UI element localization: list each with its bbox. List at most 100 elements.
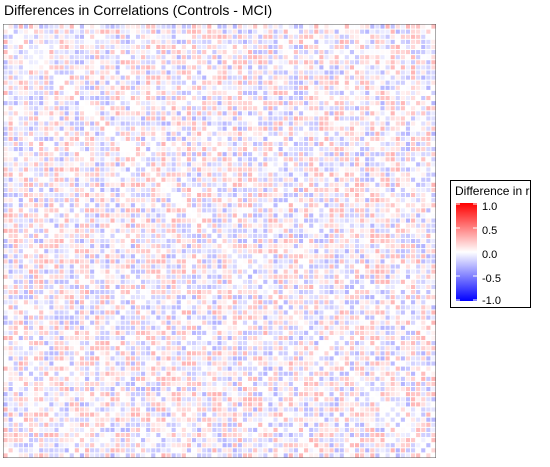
heatmap-cell <box>197 162 202 167</box>
heatmap-cell <box>232 65 237 70</box>
heatmap-cell <box>85 182 90 187</box>
heatmap-cell <box>207 182 212 187</box>
heatmap-cell <box>85 116 90 121</box>
heatmap-cell <box>202 34 207 39</box>
heatmap-cell <box>39 320 44 325</box>
heatmap-cell <box>258 244 263 249</box>
heatmap-cell <box>8 290 13 295</box>
heatmap-cell <box>181 60 186 65</box>
heatmap-cell <box>125 244 130 249</box>
heatmap-cell <box>59 254 64 259</box>
heatmap-cell <box>44 162 49 167</box>
heatmap-cell <box>171 39 176 44</box>
heatmap-cell <box>421 284 426 290</box>
heatmap-cell <box>59 269 64 274</box>
heatmap-cell <box>217 101 222 106</box>
heatmap-cell <box>39 60 44 65</box>
heatmap-cell <box>181 300 186 305</box>
heatmap-cell <box>105 249 110 254</box>
heatmap-cell <box>64 80 69 85</box>
heatmap-cell <box>100 111 105 116</box>
heatmap-cell <box>3 121 8 126</box>
heatmap-cell <box>324 85 329 90</box>
heatmap-cell <box>278 162 283 167</box>
heatmap-cell <box>8 279 13 284</box>
heatmap-cell <box>293 279 298 284</box>
heatmap-cell <box>166 141 171 147</box>
heatmap-cell <box>421 233 426 238</box>
heatmap-cell <box>100 34 105 39</box>
heatmap-cell <box>253 75 258 80</box>
heatmap-cell <box>161 228 166 233</box>
heatmap-cell <box>125 279 130 284</box>
heatmap-cell <box>13 29 18 34</box>
heatmap-cell <box>151 213 156 218</box>
heatmap-cell <box>207 157 212 162</box>
heatmap-cell <box>115 228 120 233</box>
heatmap-cell <box>3 259 8 264</box>
heatmap-cell <box>110 131 115 136</box>
heatmap-cell <box>273 44 278 50</box>
heatmap-cell <box>69 254 74 259</box>
heatmap-cell <box>13 101 18 106</box>
heatmap-cell <box>288 187 293 192</box>
heatmap-cell <box>370 126 375 131</box>
heatmap-cell <box>242 95 248 101</box>
heatmap-cell <box>268 249 273 254</box>
heatmap-cell <box>3 249 8 254</box>
heatmap-cell <box>202 295 207 300</box>
heatmap-cell <box>400 213 405 218</box>
heatmap-cell <box>197 126 202 131</box>
heatmap-cell <box>349 65 354 70</box>
heatmap-cell <box>349 315 354 320</box>
heatmap-cell <box>146 218 151 223</box>
heatmap-cell <box>28 39 34 44</box>
heatmap-cell <box>405 136 411 141</box>
heatmap-cell <box>141 284 146 290</box>
heatmap-cell <box>64 106 69 111</box>
heatmap-cell <box>319 249 324 254</box>
heatmap-cell <box>385 172 390 177</box>
heatmap-cell <box>212 223 217 228</box>
heatmap-cell <box>18 95 23 101</box>
heatmap-cell <box>283 121 288 126</box>
heatmap-cell <box>288 116 293 121</box>
heatmap-cell <box>202 218 207 223</box>
heatmap-cell <box>390 233 395 238</box>
heatmap-cell <box>64 24 69 29</box>
heatmap-cell <box>375 136 380 141</box>
heatmap-cell <box>263 269 268 274</box>
heatmap-cell <box>44 315 49 320</box>
heatmap-cell <box>18 182 23 187</box>
heatmap-cell <box>13 24 18 29</box>
heatmap-cell <box>64 218 69 223</box>
heatmap-cell <box>349 259 354 264</box>
heatmap-cell <box>390 213 395 218</box>
heatmap-cell <box>207 284 212 290</box>
heatmap-cell <box>217 131 222 136</box>
heatmap-cell <box>151 50 156 55</box>
heatmap-cell <box>34 295 39 300</box>
heatmap-cell <box>59 116 64 121</box>
heatmap-cell <box>411 244 416 249</box>
heatmap-cell <box>115 223 120 228</box>
heatmap-cell <box>370 157 375 162</box>
heatmap-cell <box>248 284 253 290</box>
heatmap-cell <box>44 50 49 55</box>
heatmap-cell <box>385 223 390 228</box>
heatmap-cell <box>85 233 90 238</box>
heatmap-cell <box>171 284 176 290</box>
heatmap-cell <box>171 60 176 65</box>
heatmap-cell <box>115 121 120 126</box>
heatmap-cell <box>161 295 166 300</box>
heatmap-cell <box>34 259 39 264</box>
heatmap-cell <box>375 218 380 223</box>
heatmap-cell <box>390 44 395 50</box>
heatmap-cell <box>431 157 436 162</box>
heatmap-cell <box>365 141 370 147</box>
heatmap-cell <box>354 310 360 315</box>
heatmap-cell <box>273 187 278 192</box>
heatmap-cell <box>186 208 191 213</box>
heatmap-cell <box>191 60 197 65</box>
heatmap-cell <box>273 310 278 315</box>
